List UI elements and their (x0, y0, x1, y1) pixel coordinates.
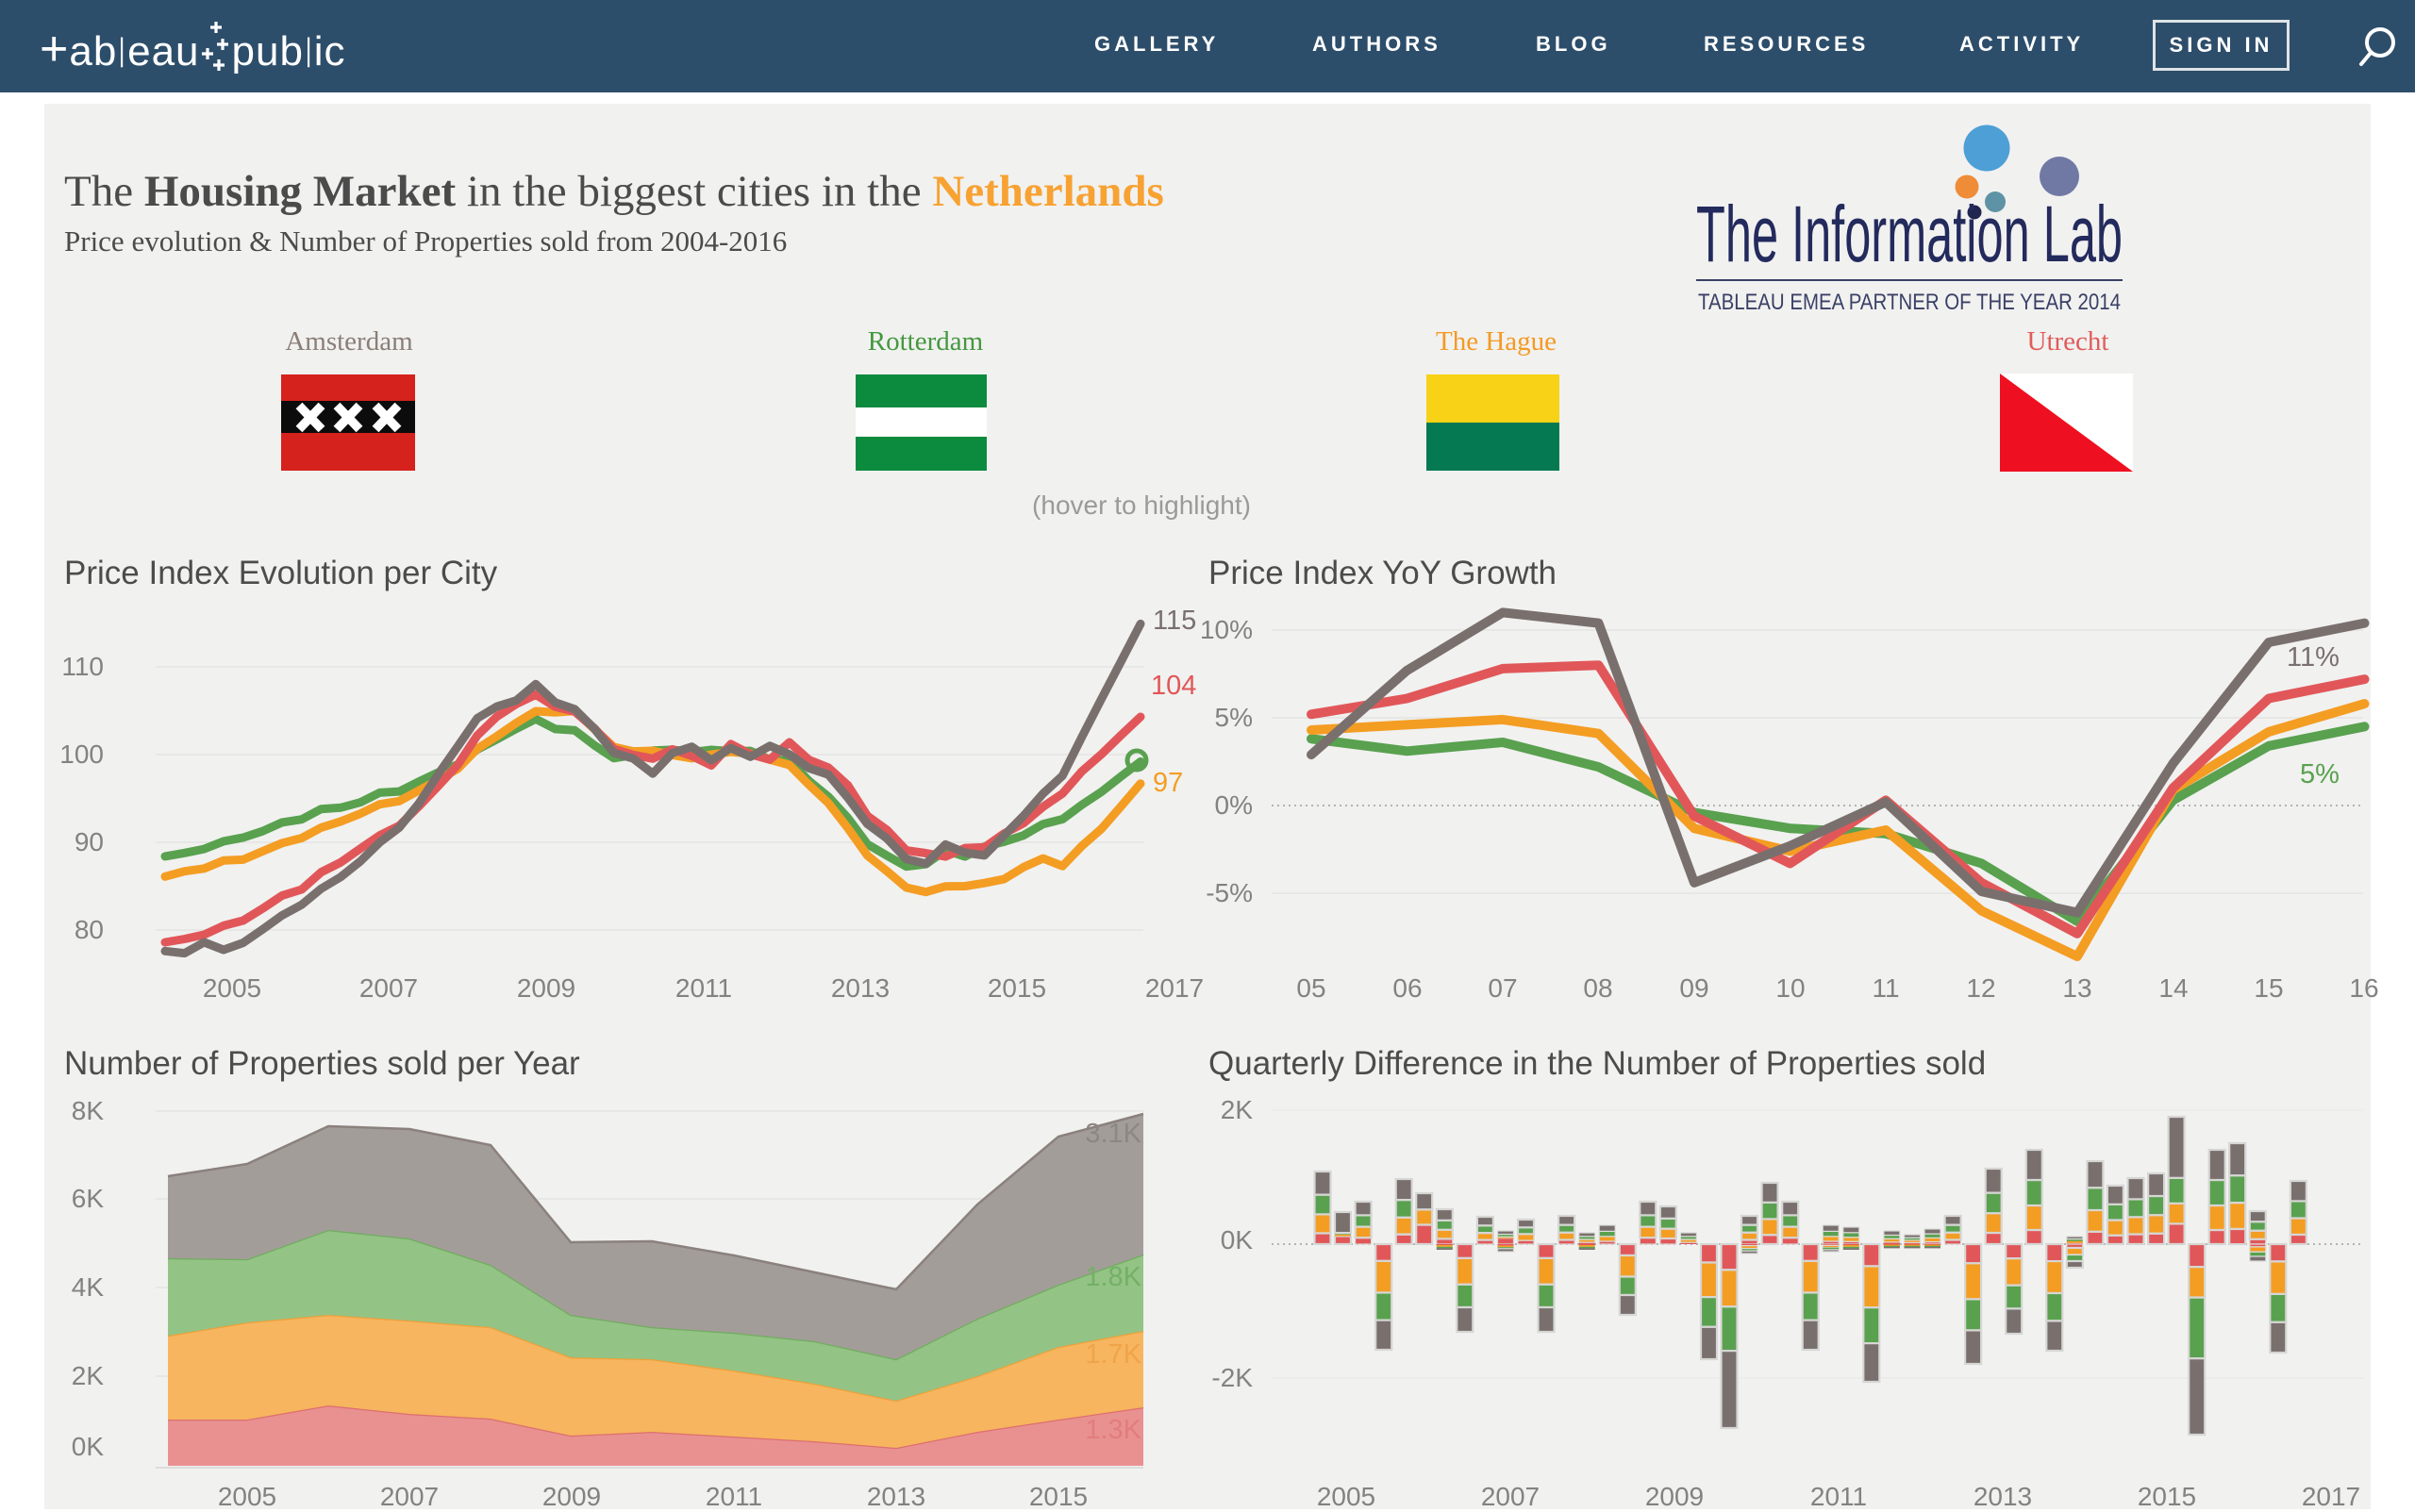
svg-text:TABLEAU EMEA PARTNER OF THE YE: TABLEAU EMEA PARTNER OF THE YEAR 2014 (1698, 290, 2121, 315)
svg-text:The Information Lab: The Information Lab (1696, 190, 2123, 278)
